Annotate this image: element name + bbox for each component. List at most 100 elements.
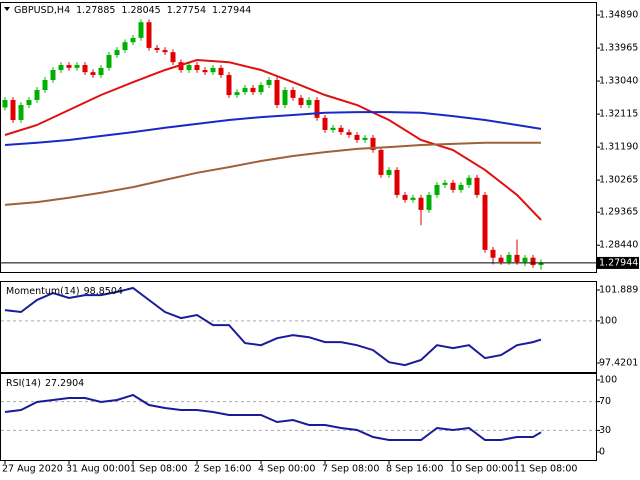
candle-body bbox=[290, 90, 296, 98]
y-tick-label: 0 bbox=[599, 447, 605, 458]
candle-body bbox=[194, 65, 200, 71]
candle-body bbox=[106, 55, 112, 68]
candle-body bbox=[306, 99, 312, 105]
candle-body bbox=[266, 80, 272, 86]
candle-body bbox=[258, 85, 264, 93]
menu-arrow bbox=[4, 7, 10, 11]
price-tag bbox=[597, 256, 639, 269]
candle-body bbox=[18, 104, 24, 120]
x-tick-label: 7 Sep 08:00 bbox=[322, 464, 379, 475]
indicator-value: 98.8504 bbox=[84, 286, 123, 297]
candle-body bbox=[242, 87, 248, 93]
candle-body bbox=[482, 194, 488, 250]
y-tick-label: 70 bbox=[599, 396, 611, 407]
y-tick-label: 1.32115 bbox=[599, 109, 638, 120]
indicator-name: Momentum(14) bbox=[6, 286, 80, 297]
y-tick-label: 100 bbox=[599, 374, 617, 385]
candle-body bbox=[42, 80, 48, 91]
candle-body bbox=[514, 254, 520, 263]
candle-body bbox=[466, 177, 472, 185]
candle-body bbox=[442, 182, 448, 185]
ohlc-high: 1.28045 bbox=[121, 5, 160, 16]
candle-body bbox=[474, 177, 480, 195]
x-tick-label: 2 Sep 16:00 bbox=[194, 464, 251, 475]
candle-body bbox=[362, 137, 368, 140]
candle-body bbox=[34, 90, 40, 100]
x-tick-label: 27 Aug 2020 bbox=[2, 464, 63, 475]
candle-body bbox=[338, 127, 344, 133]
candle-body bbox=[122, 42, 128, 51]
candle-body bbox=[322, 117, 328, 130]
x-tick-label: 31 Aug 00:00 bbox=[66, 464, 130, 475]
candle-body bbox=[538, 262, 544, 266]
candle-body bbox=[50, 70, 56, 81]
indicator-title: RSI(14) 27.2904 bbox=[6, 378, 84, 389]
candle-body bbox=[202, 70, 208, 73]
candle-body bbox=[426, 194, 432, 210]
candle-body bbox=[74, 65, 80, 68]
candle-body bbox=[490, 249, 496, 258]
y-tick-label: 1.28440 bbox=[599, 240, 638, 251]
y-tick-label: 101.889 bbox=[599, 285, 638, 296]
panel-frame bbox=[0, 281, 597, 373]
symbol: GBPUSD,H4 bbox=[14, 5, 70, 16]
x-tick-label: 11 Sep 08:00 bbox=[514, 464, 577, 475]
candle-body bbox=[274, 80, 280, 105]
candle-body bbox=[146, 22, 152, 48]
candle-body bbox=[138, 22, 144, 38]
candle-body bbox=[378, 149, 384, 175]
candle-body bbox=[114, 50, 120, 56]
candle-body bbox=[210, 67, 216, 73]
y-tick-label: 1.33965 bbox=[599, 43, 638, 54]
x-tick-label: 1 Sep 08:00 bbox=[130, 464, 187, 475]
candle-body bbox=[234, 92, 240, 95]
candle-body bbox=[282, 90, 288, 105]
candle-body bbox=[218, 67, 224, 76]
candle-body bbox=[66, 65, 72, 68]
indicator-line bbox=[4, 393, 542, 441]
candle-body bbox=[98, 67, 104, 76]
candle-body bbox=[370, 137, 376, 150]
candle-body bbox=[130, 37, 136, 43]
candle-body bbox=[178, 62, 184, 71]
panel-frame bbox=[0, 2, 597, 273]
candle-body bbox=[410, 197, 416, 200]
ohlc-low: 1.27754 bbox=[167, 5, 206, 16]
y-tick-label: 1.31190 bbox=[599, 142, 638, 153]
indicator-title: Momentum(14) 98.8504 bbox=[6, 286, 123, 297]
candle-body bbox=[506, 254, 512, 263]
candle-body bbox=[170, 52, 176, 63]
y-tick-label: 1.29365 bbox=[599, 207, 638, 218]
indicator-line bbox=[4, 111, 542, 146]
indicator-line bbox=[4, 286, 542, 367]
ohlc-close: 1.27944 bbox=[212, 5, 251, 16]
y-tick-label: 1.33040 bbox=[599, 76, 638, 87]
x-tick-label: 10 Sep 00:00 bbox=[450, 464, 513, 475]
candle-body bbox=[250, 87, 256, 93]
candle-body bbox=[58, 65, 64, 71]
indicator-line bbox=[4, 58, 542, 221]
x-tick-label: 4 Sep 00:00 bbox=[258, 464, 315, 475]
candle-body bbox=[186, 65, 192, 71]
ohlc-open: 1.27885 bbox=[76, 5, 115, 16]
candle-body bbox=[386, 169, 392, 175]
y-tick-label: 30 bbox=[599, 425, 611, 436]
candle-body bbox=[418, 197, 424, 210]
candle-body bbox=[90, 72, 96, 76]
panel-frame bbox=[0, 373, 597, 461]
y-tick-label: 1.34890 bbox=[599, 10, 638, 21]
x-tick-label: 8 Sep 16:00 bbox=[386, 464, 443, 475]
indicator-name: RSI(14) bbox=[6, 378, 41, 389]
y-tick-label: 100 bbox=[599, 315, 617, 326]
candle-body bbox=[402, 194, 408, 200]
candle-body bbox=[522, 257, 528, 263]
candle-body bbox=[330, 127, 336, 130]
candle-body bbox=[434, 184, 440, 195]
candle-body bbox=[2, 99, 8, 108]
candle-body bbox=[346, 132, 352, 135]
candle-body bbox=[154, 47, 160, 51]
candle-body bbox=[458, 184, 464, 190]
y-tick-label: 97.4201 bbox=[599, 357, 638, 368]
